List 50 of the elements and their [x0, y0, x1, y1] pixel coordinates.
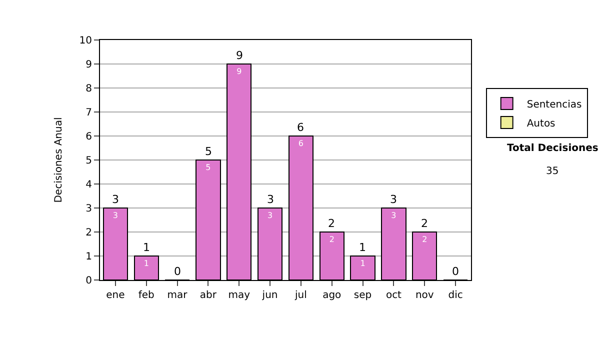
x-tick-label: feb: [138, 290, 154, 301]
legend-label: Autos: [526, 118, 556, 130]
y-tick-label: 9: [86, 60, 92, 70]
y-tick-label: 3: [86, 204, 92, 214]
x-tick-label: ene: [106, 290, 125, 301]
total-label: 5: [205, 145, 212, 158]
data-label: 5: [206, 163, 211, 172]
text: Total Decisiones: [507, 143, 598, 154]
data-label: 3: [112, 211, 118, 220]
total-label: 3: [112, 193, 119, 206]
y-tick-label: 2: [86, 228, 92, 238]
data-label: 9: [236, 67, 242, 76]
x-tick-label: oct: [386, 290, 402, 301]
total-label: 1: [143, 241, 150, 254]
x-tick-label: nov: [415, 290, 434, 301]
total-label: 3: [267, 193, 274, 206]
total-label: 2: [421, 217, 428, 230]
y-tick-label: 0: [86, 276, 92, 286]
total-label: 2: [328, 217, 335, 230]
y-tick-label: 4: [86, 180, 92, 190]
x-tick-label: mar: [167, 290, 188, 301]
y-tick-label: 10: [79, 36, 92, 46]
legend-label: Sentencias: [526, 99, 582, 110]
x-tick-label: sep: [354, 290, 372, 301]
x-tick-label: dic: [448, 290, 463, 301]
x-tick-label: abr: [200, 290, 218, 301]
total-label: 0: [452, 265, 459, 278]
data-label: 2: [422, 235, 428, 244]
total-label: 0: [174, 265, 181, 278]
x-tick-label: jul: [294, 290, 307, 301]
x-tick-label: ago: [322, 290, 342, 301]
total-label: 9: [236, 49, 243, 62]
data-label: 1: [360, 259, 366, 268]
y-tick-label: 6: [86, 132, 92, 142]
y-axis-title: Decisiones Anual: [53, 117, 64, 203]
data-label: 3: [267, 211, 273, 220]
x-tick-label: jun: [261, 290, 278, 301]
y-tick-label: 8: [86, 84, 92, 94]
data-label: 3: [391, 211, 396, 220]
y-tick-label: 7: [86, 108, 92, 118]
data-label: 1: [144, 259, 149, 268]
y-tick-label: 1: [86, 252, 92, 262]
total-label: 3: [390, 193, 397, 206]
total-label: 6: [297, 121, 304, 134]
y-tick-label: 5: [86, 156, 92, 166]
data-label: 2: [329, 235, 334, 244]
total-label: 1: [359, 241, 366, 254]
x-tick-label: may: [228, 290, 250, 301]
data-label: 6: [298, 139, 304, 148]
text: 35: [546, 166, 559, 177]
